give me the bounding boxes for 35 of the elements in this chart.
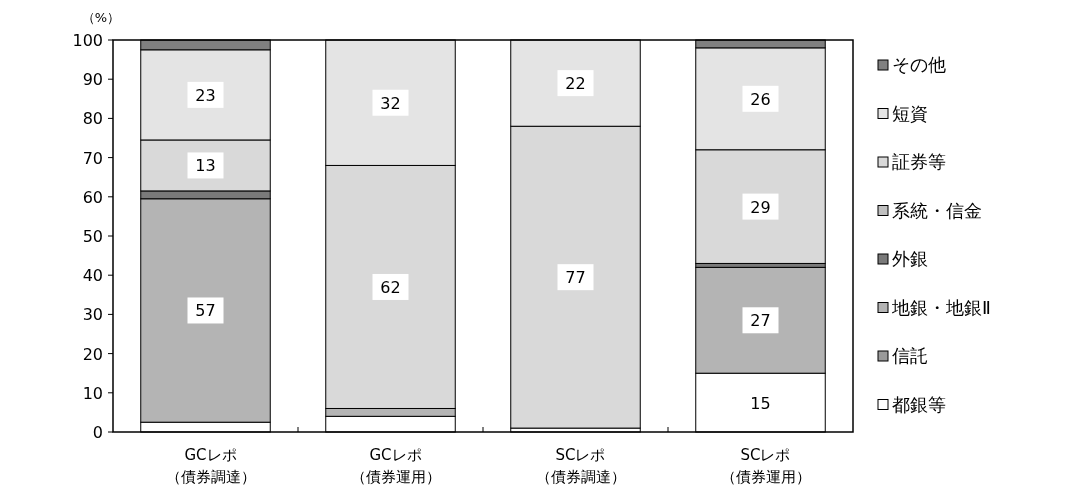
legend-label: 信託 bbox=[892, 345, 928, 366]
data-label: 15 bbox=[750, 393, 771, 413]
y-tick-label: 40 bbox=[82, 266, 103, 286]
y-tick-label: 50 bbox=[82, 227, 103, 246]
y-tick-label: 10 bbox=[82, 383, 103, 403]
y-tick-label: 70 bbox=[82, 148, 103, 168]
data-label: 23 bbox=[195, 85, 216, 105]
legend-label: 短資 bbox=[892, 102, 928, 124]
x-tick-label: SCレポ（債券運用） bbox=[719, 445, 812, 488]
y-tick-label: 0 bbox=[92, 423, 103, 442]
legend-label: その他 bbox=[892, 54, 946, 75]
x-tick-label: GCレポ（債券調達） bbox=[164, 445, 257, 488]
y-axis-title: （%） bbox=[81, 10, 121, 25]
data-label: 77 bbox=[565, 268, 586, 288]
y-tick-label: 80 bbox=[82, 109, 103, 129]
data-label: 29 bbox=[750, 197, 771, 217]
data-label: 32 bbox=[380, 93, 401, 113]
y-tick-label: 60 bbox=[82, 187, 103, 207]
legend-label: 系統・信金 bbox=[892, 199, 982, 221]
legend-label: 地銀・地銀Ⅱ bbox=[891, 296, 991, 318]
data-label: 22 bbox=[565, 74, 586, 94]
data-label: 27 bbox=[750, 311, 771, 331]
legend-label: 証券等 bbox=[892, 151, 946, 172]
legend-label: 都銀等 bbox=[892, 393, 946, 415]
x-tick-label: SCレポ（債券調達） bbox=[534, 445, 627, 488]
data-label: 62 bbox=[380, 277, 401, 297]
data-label: 26 bbox=[750, 89, 771, 109]
x-tick-label: GCレポ（債券運用） bbox=[349, 445, 442, 488]
data-label: 13 bbox=[195, 156, 216, 176]
y-tick-label: 30 bbox=[82, 305, 103, 325]
y-tick-label: 20 bbox=[82, 344, 103, 364]
legend-label: 外銀 bbox=[892, 248, 928, 269]
y-tick-label: 100 bbox=[72, 31, 103, 50]
y-tick-label: 90 bbox=[82, 70, 103, 90]
data-label: 57 bbox=[195, 301, 216, 321]
